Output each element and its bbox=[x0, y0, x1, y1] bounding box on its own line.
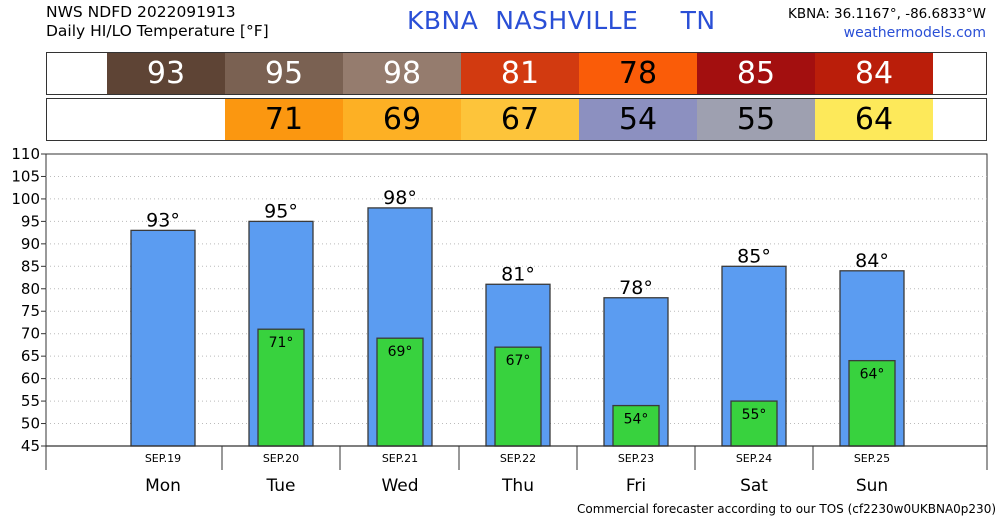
low-temp-cell: 67 bbox=[461, 99, 579, 140]
high-temp-cell: 95 bbox=[225, 53, 343, 94]
low-temp-cell bbox=[107, 99, 225, 140]
date-label: SEP.24 bbox=[736, 452, 772, 465]
low-temp-strip: 71 69 67 54 55 64 bbox=[46, 98, 987, 141]
header-right: KBNA: 36.1167°, -86.6833°W weathermodels… bbox=[788, 5, 986, 43]
low-temp-bar bbox=[612, 404, 660, 447]
low-temp-cell: 55 bbox=[697, 99, 815, 140]
high-temp-strip: 93 95 98 81 78 85 84 bbox=[46, 52, 987, 95]
day-label: Thu bbox=[501, 476, 534, 496]
y-tick-label: 110 bbox=[11, 145, 40, 163]
y-tick-label: 95 bbox=[21, 212, 40, 230]
date-label: SEP.19 bbox=[145, 452, 181, 465]
low-temp-bar bbox=[494, 346, 542, 447]
low-temp-cell: 69 bbox=[343, 99, 461, 140]
high-temp-data-label: 93° bbox=[146, 209, 180, 231]
y-tick-label: 75 bbox=[21, 302, 40, 320]
low-temp-cell: 64 bbox=[815, 99, 933, 140]
date-label: SEP.21 bbox=[382, 452, 418, 465]
high-temp-data-label: 84° bbox=[855, 250, 889, 272]
date-label: SEP.25 bbox=[854, 452, 890, 465]
y-tick-label: 45 bbox=[21, 437, 40, 455]
date-label: SEP.20 bbox=[263, 452, 299, 465]
y-tick-label: 105 bbox=[11, 167, 40, 185]
header-info: NWS NDFD 2022091913 Daily HI/LO Temperat… bbox=[46, 3, 269, 41]
date-label: SEP.23 bbox=[618, 452, 654, 465]
high-temp-cell: 81 bbox=[461, 53, 579, 94]
high-temp-cell: 85 bbox=[697, 53, 815, 94]
y-tick-label: 50 bbox=[21, 415, 40, 433]
y-tick-label: 100 bbox=[11, 190, 40, 208]
y-tick-label: 90 bbox=[21, 235, 40, 253]
footer-note: Commercial forecaster according to our T… bbox=[577, 502, 997, 516]
high-temp-cell: 98 bbox=[343, 53, 461, 94]
low-temp-data-label: 54° bbox=[624, 412, 649, 428]
low-temp-data-label: 67° bbox=[506, 353, 531, 369]
low-temp-cell: 71 bbox=[225, 99, 343, 140]
date-label: SEP.22 bbox=[500, 452, 536, 465]
low-temp-bar bbox=[848, 359, 896, 447]
low-temp-bar bbox=[376, 337, 424, 447]
low-temp-data-label: 69° bbox=[388, 344, 413, 360]
y-tick-label: 80 bbox=[21, 280, 40, 298]
day-label: Fri bbox=[626, 476, 646, 496]
temperature-bar-chart: 45 50 55 60 65 70 75 80 85 90 95 100 105 110 93° SEP.19… bbox=[11, 145, 988, 496]
high-temp-data-label: 98° bbox=[383, 187, 417, 209]
station-coordinates: KBNA: 36.1167°, -86.6833°W bbox=[787, 6, 986, 22]
high-temp-bar bbox=[130, 229, 196, 447]
low-temp-bar bbox=[257, 328, 305, 447]
low-temp-data-label: 71° bbox=[269, 335, 294, 351]
chart-subtitle: Daily HI/LO Temperature [°F] bbox=[46, 22, 269, 40]
day-label: Tue bbox=[265, 476, 295, 496]
day-label: Mon bbox=[145, 476, 181, 496]
day-label: Wed bbox=[381, 476, 418, 496]
high-temp-data-label: 81° bbox=[501, 263, 535, 285]
day-label: Sun bbox=[856, 476, 888, 496]
low-temp-data-label: 64° bbox=[860, 367, 885, 383]
y-tick-label: 85 bbox=[21, 257, 40, 275]
high-temp-data-label: 78° bbox=[619, 277, 653, 299]
high-temp-cell: 84 bbox=[815, 53, 933, 94]
high-temp-cell: 93 bbox=[107, 53, 225, 94]
low-temp-data-label: 55° bbox=[742, 407, 767, 423]
model-run-label: NWS NDFD 2022091913 bbox=[46, 3, 236, 21]
high-temp-data-label: 85° bbox=[737, 245, 771, 267]
high-temp-data-label: 95° bbox=[264, 200, 298, 222]
site-link[interactable]: weathermodels.com bbox=[843, 25, 986, 41]
y-tick-label: 70 bbox=[21, 325, 40, 343]
low-temp-cell: 54 bbox=[579, 99, 697, 140]
station-title: KBNA NASHVILLE TN bbox=[407, 6, 716, 35]
y-tick-label: 55 bbox=[21, 392, 40, 410]
y-tick-label: 60 bbox=[21, 370, 40, 388]
day-label: Sat bbox=[740, 476, 768, 496]
y-tick-label: 65 bbox=[21, 347, 40, 365]
high-temp-cell: 78 bbox=[579, 53, 697, 94]
low-temp-bar bbox=[730, 400, 778, 447]
